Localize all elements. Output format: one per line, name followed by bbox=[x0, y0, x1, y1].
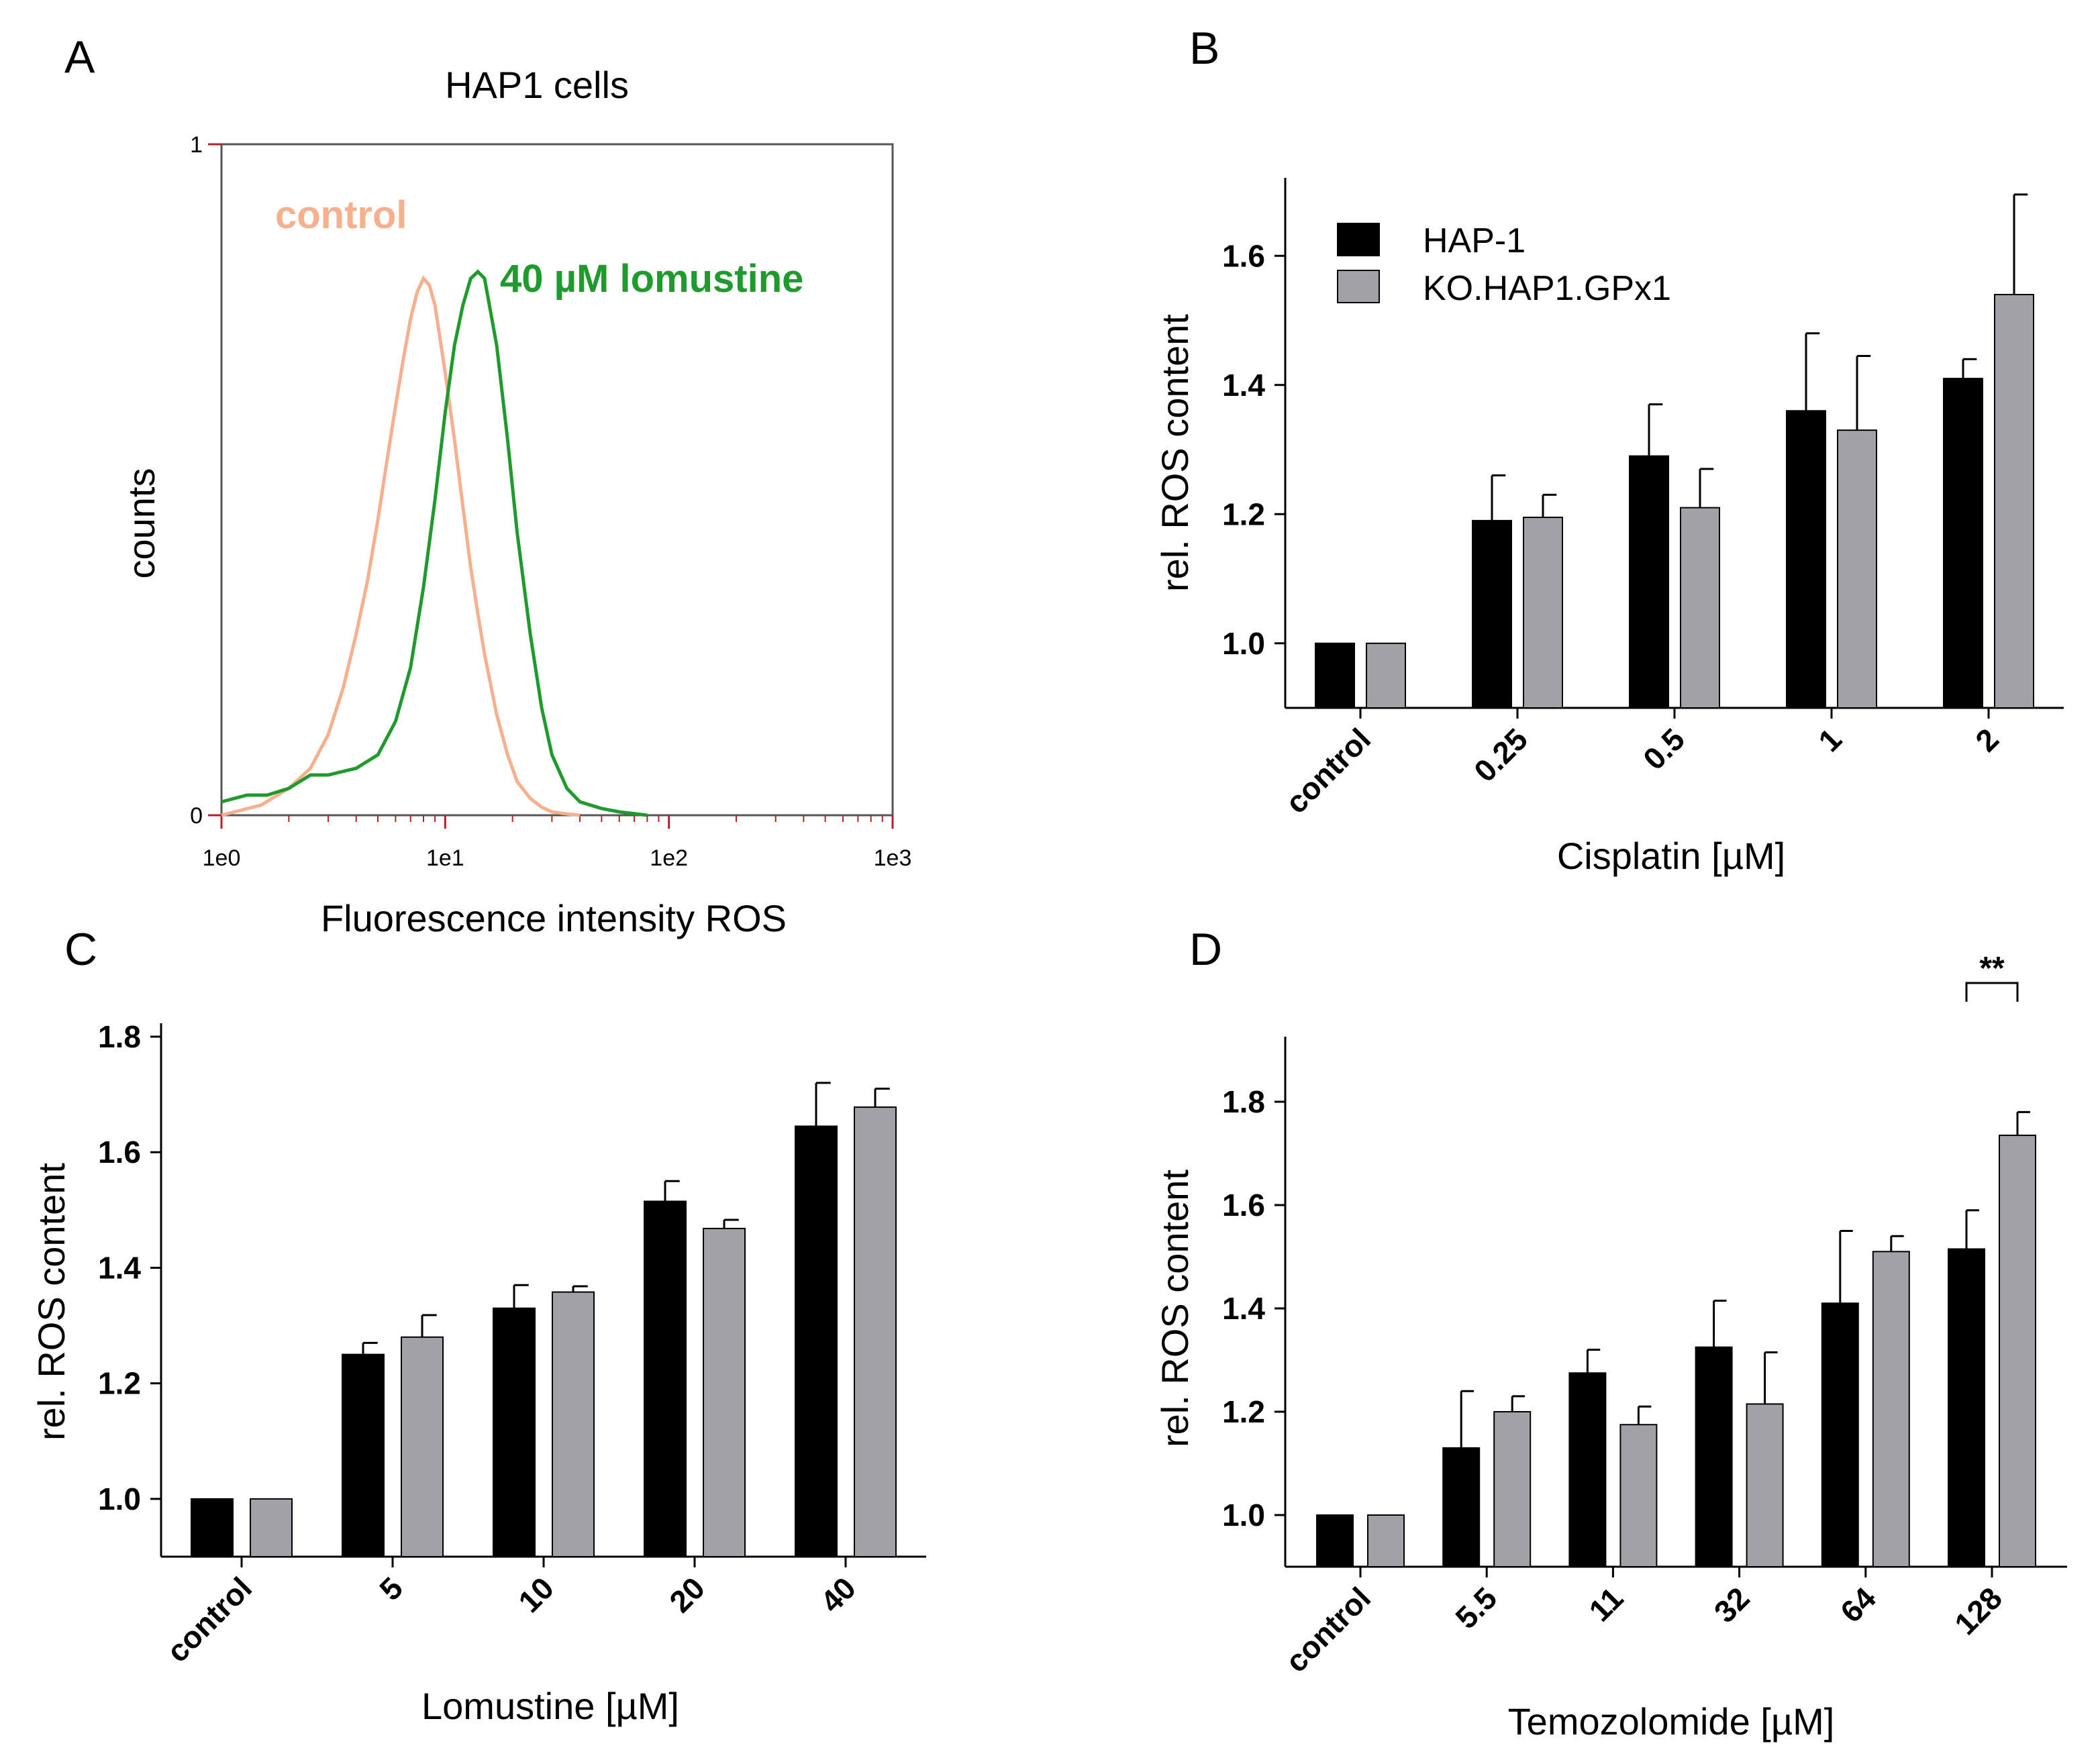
ytick-label: 1.0 bbox=[1222, 626, 1265, 661]
panel-d: Temozolomide [µM] rel. ROS content 1.0 1.… bbox=[1154, 951, 2067, 1743]
bar-ko bbox=[1999, 1135, 2036, 1568]
bar-ko bbox=[250, 1498, 293, 1558]
ytick-label: 1.4 bbox=[98, 1250, 141, 1285]
ytick-label: 1.0 bbox=[98, 1482, 141, 1516]
legend: HAP-1 KO.HAP1.GPx1 bbox=[1337, 221, 1671, 308]
cisplatin-ylabel: rel. ROS content bbox=[1154, 314, 1196, 592]
panel-b: Cisplatin [µM] rel. ROS content HAP-1 KO… bbox=[1154, 178, 2064, 877]
panel-c: Lomustine [µM] rel. ROS content 1.0 1.2 1.… bbox=[30, 1019, 926, 1727]
lomustine-ylabel: rel. ROS content bbox=[30, 1163, 72, 1441]
bar-ko bbox=[854, 1106, 897, 1557]
histogram-xtick-label: 1e0 bbox=[203, 845, 241, 871]
xtick-label: 10 bbox=[511, 1570, 560, 1619]
ytick-label: 1.6 bbox=[1222, 238, 1265, 273]
xtick-label: 0.25 bbox=[1467, 721, 1534, 788]
bar-hap1 bbox=[342, 1353, 385, 1557]
ytick-label: 1.4 bbox=[1222, 368, 1265, 403]
control-curve bbox=[221, 275, 581, 817]
xtick-label: 40 bbox=[813, 1570, 862, 1619]
bar-ko bbox=[1837, 429, 1877, 709]
bar-hap1 bbox=[1948, 1248, 1985, 1567]
xtick-label: 128 bbox=[1948, 1580, 2009, 1641]
histogram-xtick-label: 1e3 bbox=[874, 845, 912, 871]
histogram-xtick-label: 1e1 bbox=[426, 845, 464, 871]
bar-ko bbox=[1493, 1411, 1532, 1567]
panel-label-d: D bbox=[1189, 924, 1222, 975]
temozolomide-ylabel: rel. ROS content bbox=[1154, 1170, 1196, 1447]
xtick-label: 20 bbox=[662, 1570, 711, 1619]
bar-hap1 bbox=[1442, 1447, 1481, 1567]
bar-hap1 bbox=[1316, 1514, 1354, 1567]
bar-hap1 bbox=[1821, 1302, 1859, 1568]
ytick-label: 1.2 bbox=[1222, 497, 1265, 531]
xtick-label: 5 bbox=[372, 1570, 409, 1607]
xtick-label: 0.5 bbox=[1636, 721, 1691, 776]
panel-label-c: C bbox=[64, 924, 97, 975]
xtick-label: 32 bbox=[1707, 1580, 1756, 1629]
xtick-label: 1 bbox=[1811, 721, 1848, 758]
legend-label-ko: KO.HAP1.GPx1 bbox=[1423, 269, 1671, 308]
bar-ko bbox=[1619, 1424, 1658, 1567]
histogram-xtick-label: 1e2 bbox=[650, 845, 688, 871]
histogram-ylabel: counts bbox=[120, 468, 162, 579]
legend-label-hap1: HAP-1 bbox=[1423, 221, 1526, 260]
bar-hap1 bbox=[1629, 455, 1669, 709]
bar-hap1 bbox=[1315, 642, 1355, 709]
bar-hap1 bbox=[1786, 410, 1826, 709]
bar-ko bbox=[1680, 507, 1720, 709]
significance-marker: ** bbox=[1979, 951, 2005, 986]
ytick-label: 1.0 bbox=[1222, 1498, 1265, 1533]
histogram-ticks: 1e0 1e1 1e2 1e3 0 1 bbox=[190, 132, 911, 871]
bar-ko bbox=[1872, 1251, 1910, 1568]
lomustine-curve bbox=[221, 269, 648, 817]
bar-ko bbox=[401, 1336, 444, 1558]
panel-a: HAP1 cells 1e0 1e1 1e2 1e3 0 1 control 40 µM … bbox=[120, 64, 911, 939]
xtick-label: control bbox=[160, 1570, 258, 1669]
legend-swatch-ko bbox=[1337, 270, 1380, 303]
ytick-label: 1.6 bbox=[98, 1135, 141, 1170]
ytick-label: 1.2 bbox=[98, 1366, 141, 1401]
cisplatin-xlabel: Cisplatin [µM] bbox=[1557, 835, 1785, 877]
bar-hap1 bbox=[795, 1125, 838, 1557]
xtick-label: 64 bbox=[1834, 1580, 1883, 1629]
lomustine-annotation: 40 µM lomustine bbox=[500, 257, 803, 301]
xtick-label: control bbox=[1279, 1580, 1377, 1679]
control-annotation: control bbox=[275, 193, 407, 237]
bar-hap1 bbox=[493, 1307, 536, 1557]
bar-hap1 bbox=[1695, 1346, 1733, 1567]
bar-hap1 bbox=[644, 1200, 687, 1557]
histogram-frame bbox=[220, 143, 894, 817]
bar-ko bbox=[1746, 1403, 1784, 1567]
bar-hap1 bbox=[191, 1498, 234, 1558]
bar-ko bbox=[552, 1291, 595, 1557]
histogram-xlabel: Fluorescence intensity ROS bbox=[321, 897, 787, 939]
ytick-label: 1.8 bbox=[98, 1019, 141, 1054]
bar-ko bbox=[1523, 517, 1563, 709]
bar-ko bbox=[703, 1227, 746, 1558]
histogram-ytick-label: 0 bbox=[190, 803, 203, 829]
panel-label-a: A bbox=[64, 32, 95, 83]
bar-ko bbox=[1366, 642, 1406, 709]
bar-ko bbox=[1994, 294, 2034, 709]
xtick-label: 2 bbox=[1968, 721, 2005, 758]
xtick-label: control bbox=[1279, 721, 1377, 820]
histogram-ytick-label: 1 bbox=[190, 132, 203, 158]
ytick-label: 1.4 bbox=[1222, 1291, 1265, 1326]
bar-ko bbox=[1367, 1514, 1405, 1567]
legend-swatch-hap1 bbox=[1337, 223, 1380, 256]
histogram-title: HAP1 cells bbox=[445, 64, 629, 106]
significance-bracket bbox=[1965, 982, 2019, 1002]
ytick-label: 1.6 bbox=[1222, 1188, 1265, 1223]
bar-hap1 bbox=[1943, 378, 1983, 709]
ytick-label: 1.8 bbox=[1222, 1084, 1265, 1119]
lomustine-xlabel: Lomustine [µM] bbox=[421, 1685, 679, 1727]
xtick-label: 5.5 bbox=[1448, 1580, 1503, 1635]
bar-hap1 bbox=[1472, 519, 1512, 709]
temozolomide-xlabel: Temozolomide [µM] bbox=[1508, 1700, 1835, 1743]
ytick-label: 1.2 bbox=[1222, 1394, 1265, 1429]
bar-hap1 bbox=[1568, 1372, 1607, 1567]
xtick-label: 11 bbox=[1582, 1580, 1630, 1628]
panel-label-b: B bbox=[1189, 23, 1219, 74]
